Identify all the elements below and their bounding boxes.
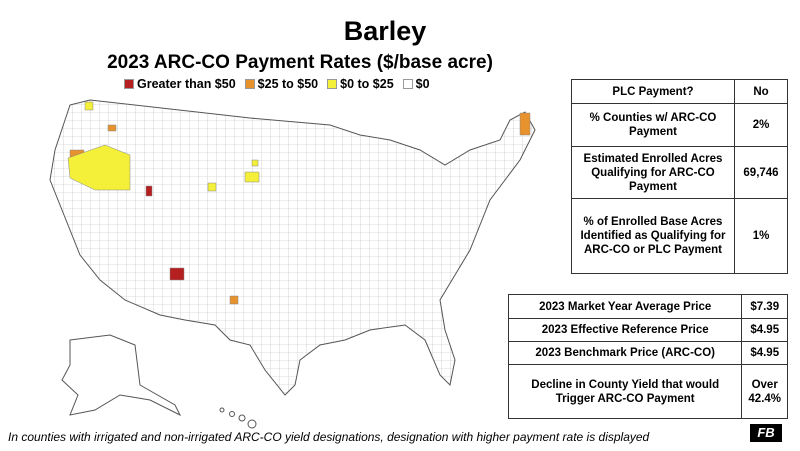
table-cell: % Counties w/ ARC-CO Payment bbox=[571, 103, 735, 147]
table-cell: $4.95 bbox=[741, 341, 788, 365]
table-cell: $4.95 bbox=[741, 318, 788, 342]
table-row: % of Enrolled Base Acres Identified as Q… bbox=[571, 198, 788, 274]
legend-swatch bbox=[327, 79, 338, 89]
table-cell: % of Enrolled Base Acres Identified as Q… bbox=[571, 198, 735, 274]
table-cell: Decline in County Yield that would Trigg… bbox=[507, 364, 743, 419]
county-highlights bbox=[67, 101, 531, 305]
table-cell: Over 42.4% bbox=[741, 364, 788, 419]
table-cell: 2% bbox=[734, 103, 788, 147]
table-cell: 2023 Effective Reference Price bbox=[507, 318, 743, 342]
county-patch bbox=[229, 295, 239, 305]
table-row: 2023 Effective Reference Price $4.95 bbox=[507, 318, 788, 342]
hawaii bbox=[219, 407, 257, 429]
table-cell: PLC Payment? bbox=[571, 79, 735, 104]
logo: FB bbox=[750, 424, 782, 442]
table-cell: 2023 Market Year Average Price bbox=[507, 294, 743, 319]
table-row: 2023 Benchmark Price (ARC-CO) $4.95 bbox=[507, 341, 788, 365]
county-patch bbox=[107, 124, 117, 132]
table-cell: 1% bbox=[734, 198, 788, 274]
county-patch bbox=[145, 185, 153, 197]
table-row: PLC Payment? No bbox=[571, 79, 788, 104]
summary-table: PLC Payment? No% Counties w/ ARC-CO Payme… bbox=[571, 79, 788, 274]
table-row: Estimated Enrolled Acres Qualifying for … bbox=[571, 146, 788, 199]
table-cell: $7.39 bbox=[741, 294, 788, 319]
table-row: Decline in County Yield that would Trigg… bbox=[507, 364, 788, 419]
legend-item: $25 to $50 bbox=[244, 77, 319, 91]
county-patch bbox=[207, 182, 217, 192]
legend-item: $0 bbox=[402, 77, 430, 91]
table-cell: 2023 Benchmark Price (ARC-CO) bbox=[507, 341, 743, 365]
legend-swatch bbox=[244, 79, 255, 89]
table-cell: No bbox=[734, 79, 788, 104]
footnote: In counties with irrigated and non-irrig… bbox=[8, 430, 650, 444]
legend-item: $0 to $25 bbox=[327, 77, 394, 91]
legend-label: $0 to $25 bbox=[340, 77, 394, 91]
county-patch bbox=[169, 267, 185, 281]
county-patch bbox=[84, 101, 94, 111]
legend: Greater than $50 $25 to $50 $0 to $25 $0 bbox=[124, 77, 430, 91]
legend-swatch bbox=[124, 79, 134, 89]
table-cell: Estimated Enrolled Acres Qualifying for … bbox=[571, 146, 735, 199]
subtitle: 2023 ARC-CO Payment Rates ($/base acre) bbox=[107, 52, 493, 73]
continental-us bbox=[49, 99, 536, 396]
table-row: % Counties w/ ARC-CO Payment 2% bbox=[571, 103, 788, 147]
table-cell: 69,746 bbox=[734, 146, 788, 199]
us-map bbox=[49, 99, 536, 429]
table-row: 2023 Market Year Average Price $7.39 bbox=[507, 294, 788, 319]
legend-item: Greater than $50 bbox=[124, 77, 236, 91]
county-patch bbox=[251, 159, 259, 167]
county-patch bbox=[67, 144, 131, 191]
legend-label: Greater than $50 bbox=[137, 77, 236, 91]
title: Barley bbox=[343, 16, 427, 46]
county-patch bbox=[244, 171, 260, 183]
legend-swatch bbox=[402, 79, 413, 89]
price-table: 2023 Market Year Average Price $7.39 2023 … bbox=[507, 294, 788, 419]
legend-label: $0 bbox=[415, 77, 430, 91]
county-patch bbox=[519, 112, 531, 136]
legend-label: $25 to $50 bbox=[257, 77, 319, 91]
alaska bbox=[61, 334, 182, 417]
